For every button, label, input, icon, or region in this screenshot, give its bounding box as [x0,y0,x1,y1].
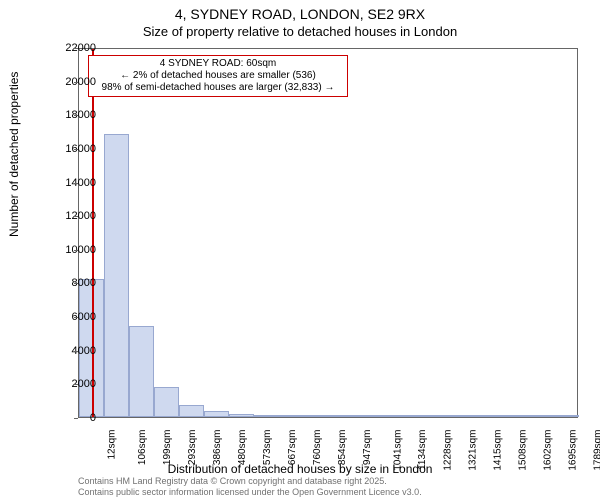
reference-line [92,49,94,417]
y-tick-label: 0 [90,412,96,424]
y-tick-label: 10000 [65,244,96,256]
y-tick-label: 20000 [65,76,96,88]
y-tick-label: 16000 [65,143,96,155]
callout-larger-stat: 98% of semi-detached houses are larger (… [95,82,341,94]
histogram-bar [354,415,379,417]
histogram-bar [204,411,229,417]
attribution-line1: Contains HM Land Registry data © Crown c… [78,476,422,487]
x-tick-label: 480sqm [237,430,248,466]
histogram-bar [279,415,304,417]
x-tick-label: 199sqm [162,430,173,466]
histogram-bar [254,415,279,417]
y-tick-label: 22000 [65,42,96,54]
plot-area [78,48,578,418]
x-tick-label: 293sqm [187,430,198,466]
histogram-bar [554,415,579,417]
x-tick-label: 1415sqm [493,430,504,471]
histogram-bar [129,326,154,417]
chart-title-description: Size of property relative to detached ho… [0,24,600,39]
x-tick-label: 573sqm [262,430,273,466]
x-tick-label: 760sqm [312,430,323,466]
x-tick-label: 106sqm [137,430,148,466]
histogram-bar [504,415,529,417]
x-tick-label: 1789sqm [593,430,600,471]
x-tick-label: 667sqm [287,430,298,466]
histogram-bar [179,405,204,417]
x-tick-label: 386sqm [212,430,223,466]
x-axis-label: Distribution of detached houses by size … [0,462,600,476]
y-axis-label: Number of detached properties [7,72,21,237]
y-tick-label: 12000 [65,210,96,222]
callout-property-size: 4 SYDNEY ROAD: 60sqm [95,58,341,70]
attribution-line2: Contains public sector information licen… [78,487,422,498]
histogram-bar [379,415,404,417]
x-tick-label: 1321sqm [468,430,479,471]
x-tick-label: 1228sqm [443,430,454,471]
x-tick-label: 1041sqm [393,430,404,471]
histogram-bar [529,415,554,417]
attribution-text: Contains HM Land Registry data © Crown c… [78,476,422,498]
x-tick-label: 1508sqm [518,430,529,471]
y-tick-label: 18000 [65,109,96,121]
x-tick-label: 947sqm [362,430,373,466]
x-tick-label: 1695sqm [568,430,579,471]
x-tick-label: 1134sqm [417,430,428,470]
callout-smaller-stat: ← 2% of detached houses are smaller (536… [95,70,341,82]
histogram-bar [329,415,354,417]
histogram-bar [154,387,179,417]
histogram-bar [404,415,429,417]
histogram-bar [479,415,504,417]
histogram-bar [104,134,129,417]
histogram-bar [429,415,454,417]
histogram-bar [454,415,479,417]
y-tick-label: 14000 [65,177,96,189]
x-tick-label: 1602sqm [543,430,554,471]
histogram-bar [229,414,254,417]
x-tick-label: 12sqm [107,430,118,460]
reference-callout: 4 SYDNEY ROAD: 60sqm ← 2% of detached ho… [88,55,348,97]
histogram-bar [304,415,329,417]
x-tick-label: 854sqm [337,430,348,466]
chart-title-address: 4, SYDNEY ROAD, LONDON, SE2 9RX [0,6,600,22]
